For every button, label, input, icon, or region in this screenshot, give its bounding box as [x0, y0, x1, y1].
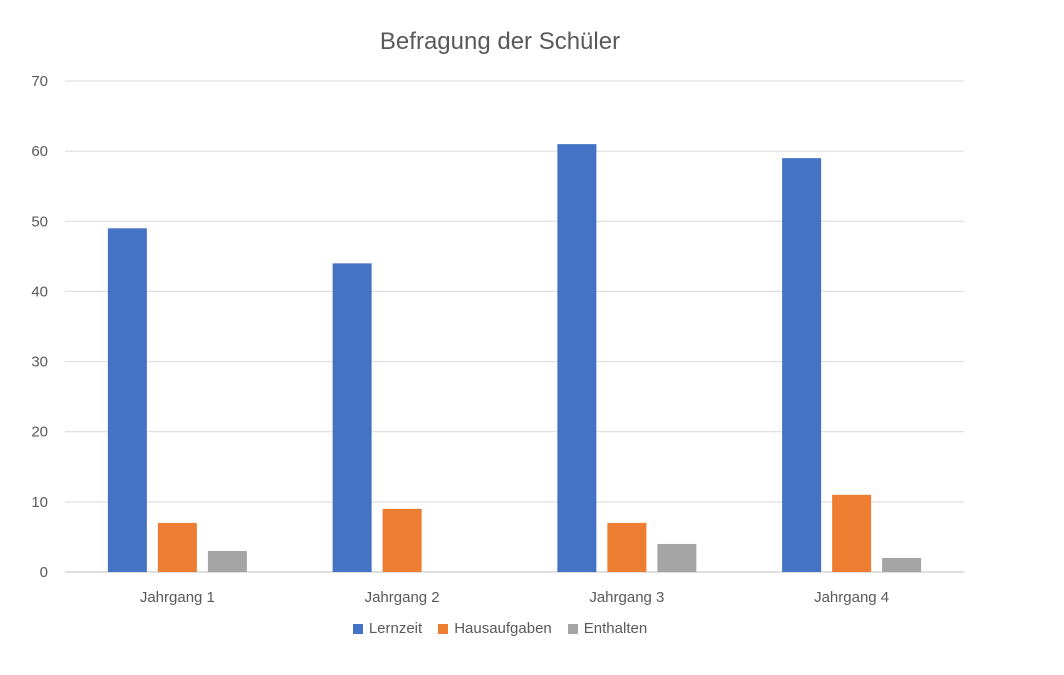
legend-item: Enthalten [567, 620, 648, 637]
legend-label: Lernzeit [368, 620, 423, 637]
bar-hausaufgaben-2 [382, 508, 422, 572]
x-tick-label: Jahrgang 2 [365, 589, 440, 606]
legend-label: Enthalten [583, 620, 648, 637]
legend-swatch [567, 623, 578, 634]
x-tick-label: Jahrgang 1 [140, 589, 215, 606]
legend-item: Lernzeit [352, 620, 423, 637]
bar-lernzeit-3 [557, 144, 597, 572]
y-tick-label: 50 [31, 213, 48, 230]
x-tick-label: Jahrgang 4 [814, 589, 889, 606]
legend-swatch [352, 623, 363, 634]
y-tick-label: 70 [31, 73, 48, 90]
bar-lernzeit-4 [782, 158, 822, 572]
bar-hausaufgaben-1 [157, 522, 197, 572]
y-tick-label: 30 [31, 354, 48, 371]
y-tick-label: 60 [31, 143, 48, 160]
legend-item: Hausaufgaben [438, 620, 552, 637]
y-tick-label: 0 [40, 564, 48, 581]
bar-lernzeit-2 [332, 263, 372, 572]
chart-legend: Lernzeit Hausaufgaben Enthalten [0, 620, 1000, 637]
bar-hausaufgaben-4 [832, 494, 872, 572]
legend-label: Hausaufgaben [454, 620, 552, 637]
bar-enthalten-1 [207, 550, 247, 572]
legend-swatch [438, 623, 449, 634]
y-tick-label: 40 [31, 283, 48, 300]
bar-enthalten-4 [882, 557, 922, 572]
bar-hausaufgaben-3 [607, 522, 647, 572]
bar-lernzeit-1 [107, 228, 147, 573]
chart-title: Befragung der Schüler [379, 28, 621, 55]
x-tick-label: Jahrgang 3 [589, 589, 664, 606]
y-tick-label: 20 [31, 424, 48, 441]
y-tick-label: 10 [31, 494, 48, 511]
bar-enthalten-3 [657, 543, 697, 572]
